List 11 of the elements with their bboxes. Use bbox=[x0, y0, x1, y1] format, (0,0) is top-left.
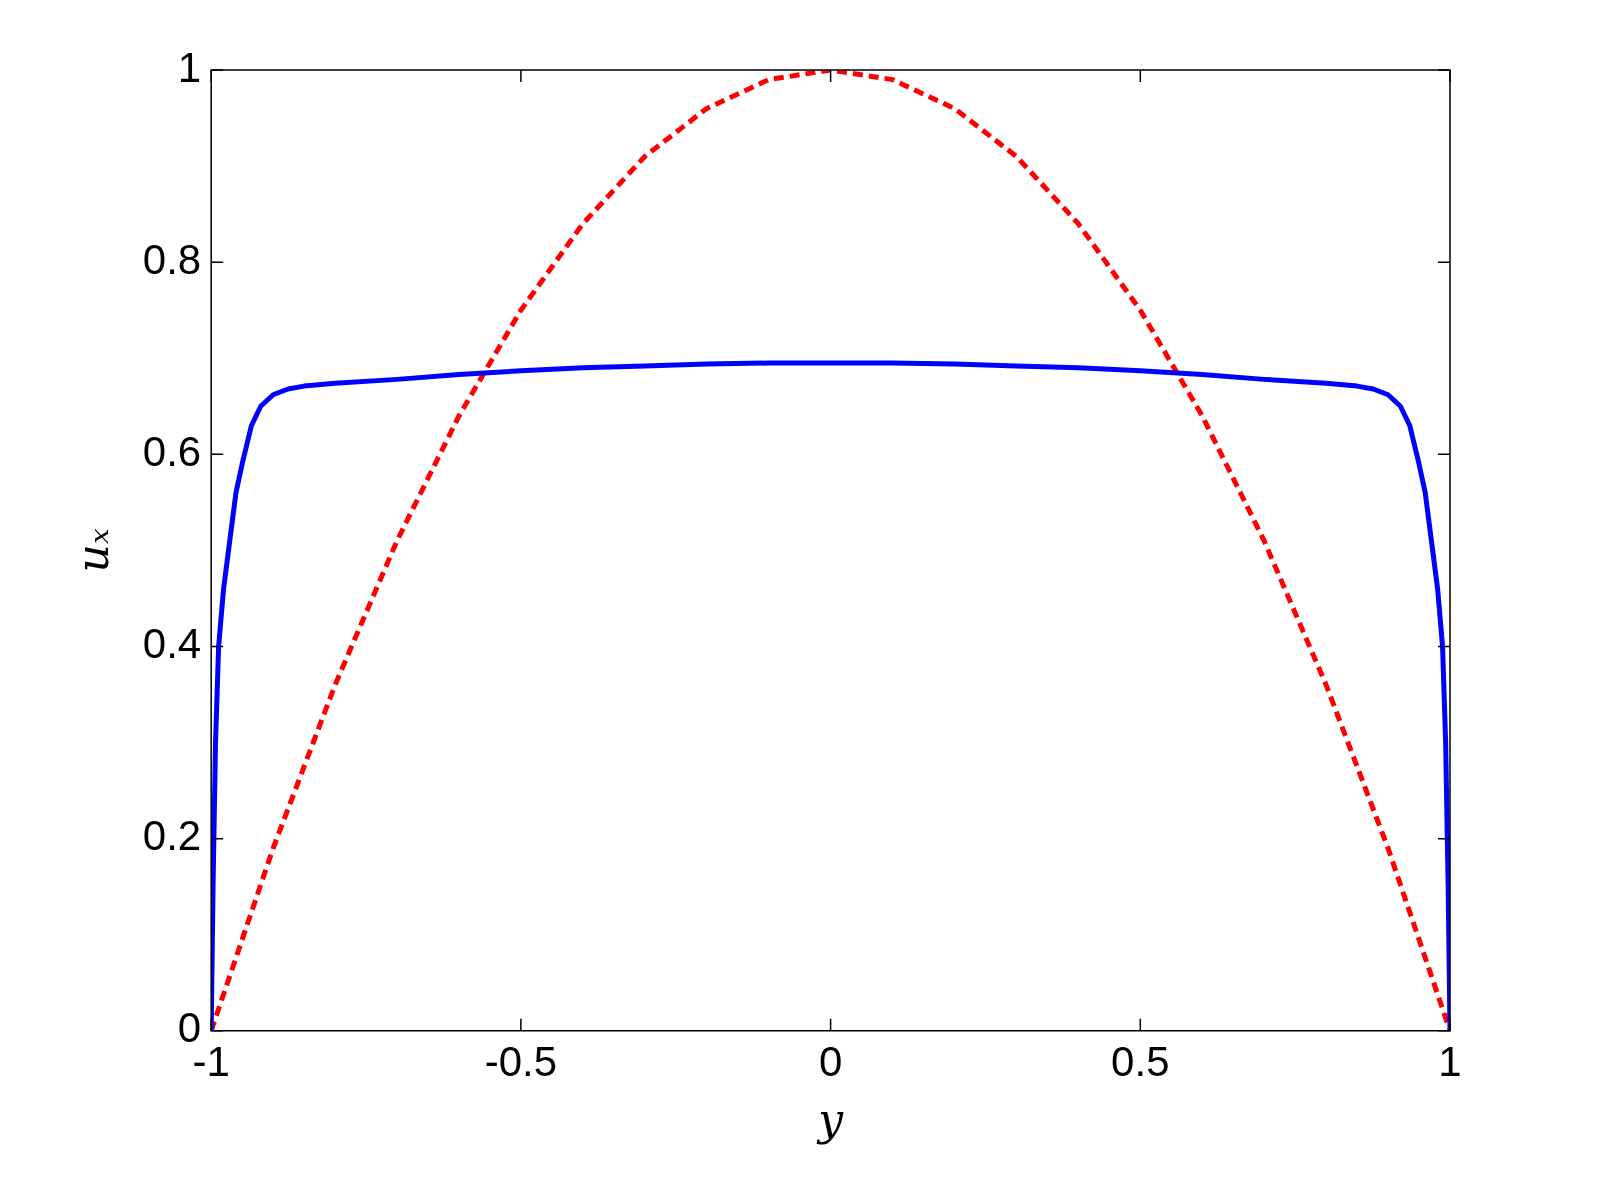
x-tick-label: 0 bbox=[818, 1037, 843, 1085]
y-axis-title: uₓ bbox=[66, 528, 118, 573]
x-tick-label: -0.5 bbox=[484, 1037, 558, 1085]
x-axis-title: y bbox=[816, 1094, 845, 1146]
y-tick-label: 1 bbox=[177, 43, 202, 91]
y-tick-label: 0.8 bbox=[142, 235, 202, 283]
y-tick-label: 0.6 bbox=[142, 427, 202, 475]
x-tick-label: 0.5 bbox=[1111, 1037, 1170, 1085]
x-tick-label: 1 bbox=[1438, 1037, 1462, 1085]
y-tick-label: 0.2 bbox=[142, 812, 202, 860]
y-tick-label: 0.4 bbox=[142, 620, 202, 668]
